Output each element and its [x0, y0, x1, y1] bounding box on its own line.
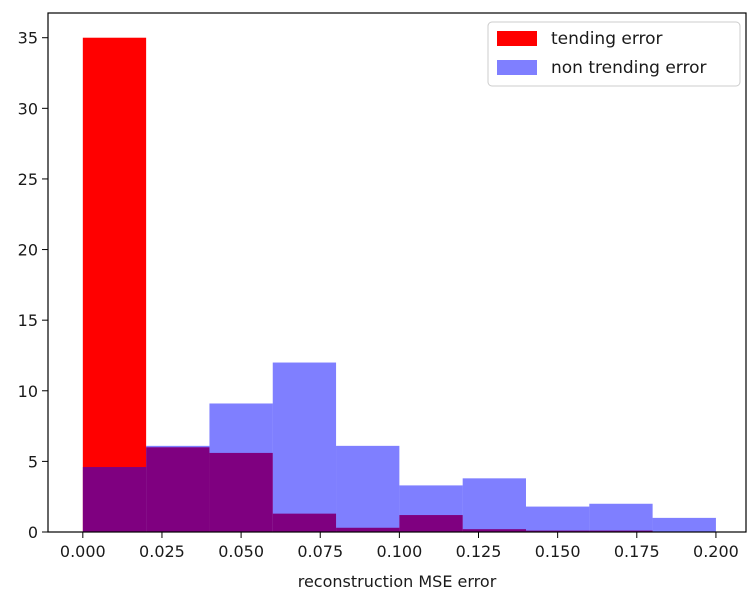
- x-tick-label: 0.025: [139, 542, 185, 561]
- y-tick-label: 10: [18, 382, 38, 401]
- x-tick-label: 0.200: [693, 542, 739, 561]
- x-tick-label: 0.100: [376, 542, 422, 561]
- x-axis-label: reconstruction MSE error: [298, 572, 497, 591]
- plot-frame: [47, 12, 747, 533]
- histogram-bar: [399, 485, 463, 532]
- x-tick-label: 0.000: [60, 542, 106, 561]
- x-tick-label: 0.075: [297, 542, 343, 561]
- legend-entry-label: non trending error: [551, 58, 707, 78]
- histogram-bar: [209, 403, 273, 532]
- x-tick-label: 0.150: [535, 542, 581, 561]
- histogram-bar: [272, 362, 337, 532]
- y-tick-label: 5: [28, 452, 38, 471]
- histogram-bar: [82, 467, 147, 532]
- y-tick-label: 0: [28, 523, 38, 542]
- histogram-bar: [462, 478, 526, 532]
- y-tick-label: 15: [18, 311, 38, 330]
- y-axis-ticks: 0 5 10 15 20 25 30 35: [18, 29, 48, 542]
- legend-swatch: [497, 60, 537, 75]
- x-axis-ticks: 0.000 0.025 0.050 0.075 0.100 0.125 0.150 0.175…: [60, 532, 739, 561]
- histogram-bar: [146, 445, 210, 532]
- y-tick-label: 30: [18, 99, 38, 118]
- legend-swatch: [497, 31, 537, 46]
- legend-entry-label: tending error: [551, 29, 663, 49]
- legend: tending error non trending error: [487, 21, 741, 87]
- x-tick-label: 0.125: [456, 542, 502, 561]
- y-tick-label: 35: [18, 29, 38, 48]
- x-tick-label: 0.175: [614, 542, 660, 561]
- legend-box: [487, 21, 741, 87]
- y-tick-label: 20: [18, 241, 38, 260]
- histogram-bar: [589, 503, 653, 532]
- histogram-bar: [652, 517, 716, 532]
- histogram-bar: [82, 37, 147, 532]
- bars-layer: [82, 37, 716, 532]
- y-tick-label: 25: [18, 170, 38, 189]
- histogram-bar: [525, 506, 590, 532]
- histogram-bar: [336, 445, 400, 532]
- x-tick-label: 0.050: [218, 542, 264, 561]
